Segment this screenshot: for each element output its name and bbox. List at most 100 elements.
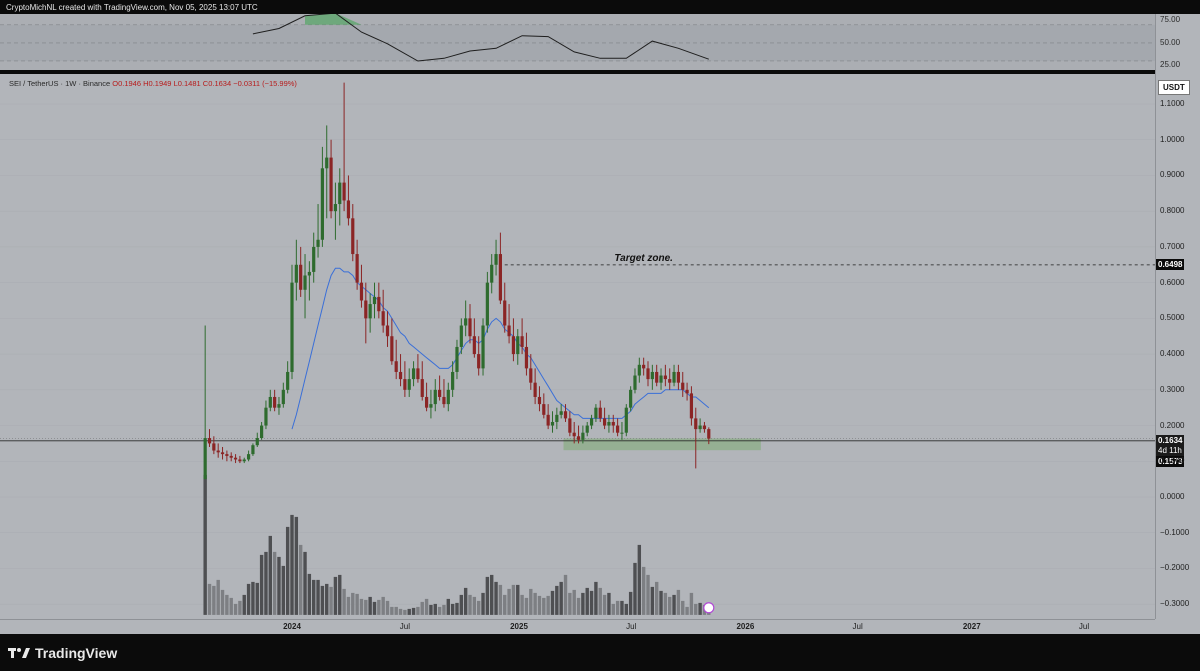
- candle-body: [503, 300, 507, 326]
- volume-bar: [503, 594, 507, 615]
- time-axis[interactable]: [0, 619, 1155, 635]
- candle-body: [624, 407, 628, 433]
- candle-body: [351, 218, 355, 255]
- volume-bar: [628, 591, 633, 615]
- volume-bar: [394, 606, 398, 615]
- footer-bar: TradingView: [0, 634, 1200, 671]
- candle-body: [216, 450, 220, 453]
- volume-bar: [446, 598, 450, 615]
- legend-change: −0.0311 (−15.99%): [233, 79, 297, 88]
- volume-bar: [668, 596, 672, 615]
- volume-bar: [251, 581, 255, 615]
- candle-body: [303, 275, 307, 290]
- volume-bar: [455, 602, 459, 615]
- price-axis-tick: 0.6000: [1160, 277, 1185, 287]
- volume-bar: [381, 596, 385, 615]
- volume-bar: [233, 603, 238, 615]
- volume-bar: [672, 594, 676, 615]
- candle-body: [220, 452, 225, 455]
- candle-body: [251, 445, 255, 455]
- candle-body: [672, 371, 676, 383]
- volume-bar: [676, 589, 681, 615]
- price-axis-tick: 0.9000: [1160, 170, 1185, 180]
- volume-bar: [659, 590, 663, 615]
- candle-body: [403, 379, 407, 390]
- volume-bar: [377, 599, 381, 615]
- price-axis-tick: −0.1000: [1160, 527, 1190, 537]
- candle-body: [333, 204, 338, 212]
- volume-bar: [654, 581, 659, 615]
- candle-body: [268, 396, 272, 408]
- volume-bar: [537, 595, 542, 615]
- candle-body: [394, 361, 398, 372]
- rsi-axis-tick: 25.00: [1160, 60, 1181, 70]
- volume-bar: [559, 581, 563, 615]
- volume-bar: [225, 594, 229, 615]
- price-axis-tick: −0.2000: [1160, 563, 1190, 573]
- candle-body: [424, 396, 429, 408]
- candle-body: [372, 296, 377, 305]
- volume-bar: [429, 604, 433, 615]
- candle-body: [385, 325, 390, 337]
- candle-body: [589, 418, 594, 426]
- price-axis-tick: 0.5000: [1160, 313, 1185, 323]
- candle-body: [416, 368, 420, 380]
- volume-bar: [359, 598, 364, 615]
- currency-button[interactable]: USDT: [1158, 80, 1190, 95]
- tradingview-logo[interactable]: TradingView: [8, 645, 117, 661]
- legend-high: H0.1949: [143, 79, 172, 88]
- volume-bar: [325, 583, 329, 615]
- candle-body: [620, 432, 624, 434]
- candle-body: [277, 404, 281, 408]
- candle-body: [629, 389, 633, 408]
- price-chart-panel[interactable]: Target zone.: [0, 74, 1155, 619]
- candle-body: [203, 438, 207, 480]
- volume-bar: [624, 603, 628, 615]
- volume-bar: [563, 574, 568, 615]
- candle-body: [455, 346, 459, 372]
- volume-bar: [620, 600, 624, 615]
- price-axis-tick: 0.3000: [1160, 384, 1185, 394]
- price-axis[interactable]: [1155, 14, 1200, 619]
- price-axis-tick: 0.2000: [1160, 420, 1185, 430]
- candle-body: [655, 371, 659, 383]
- price-axis-tick: 1.1000: [1160, 99, 1185, 108]
- volume-bar: [594, 581, 598, 615]
- candle-body: [477, 354, 481, 369]
- candle-body: [281, 389, 285, 405]
- volume-bar: [546, 595, 550, 615]
- candle-body: [616, 425, 620, 433]
- volume-bar: [576, 597, 581, 615]
- rsi-chart: [0, 12, 1155, 62]
- bolt-icon: [703, 602, 715, 614]
- candle-body: [420, 379, 424, 397]
- support-price-tag: 0.1573: [1156, 456, 1185, 467]
- candle-body: [381, 311, 385, 326]
- candle-body: [329, 157, 333, 212]
- symbol-legend[interactable]: SEI / TetherUS · 1W · Binance O0.1946 H0…: [9, 79, 297, 88]
- volume-bar: [238, 600, 242, 615]
- volume-bar: [385, 600, 390, 615]
- candle-body: [650, 371, 654, 380]
- candle-body: [681, 382, 685, 390]
- volume-bar: [437, 606, 442, 615]
- candle-body: [494, 254, 498, 265]
- candle-body: [286, 371, 290, 390]
- price-axis-tick: 0.1000: [1160, 456, 1185, 466]
- candle-body: [459, 325, 463, 347]
- volume-bar: [490, 574, 494, 615]
- candle-body: [442, 396, 446, 405]
- candle-body: [563, 411, 568, 419]
- candle-body: [490, 264, 494, 283]
- rsi-panel[interactable]: [0, 12, 1155, 70]
- volume-bar: [351, 592, 355, 615]
- price-axis-tick: 0.7000: [1160, 241, 1185, 251]
- legend-close: C0.1634: [202, 79, 232, 88]
- brand-text: TradingView: [35, 645, 118, 661]
- candle-body: [407, 379, 411, 390]
- volume-bar: [598, 587, 602, 615]
- volume-bar: [342, 588, 346, 615]
- candle-body: [576, 436, 581, 440]
- volume-bar: [585, 587, 589, 615]
- candle-body: [260, 425, 264, 439]
